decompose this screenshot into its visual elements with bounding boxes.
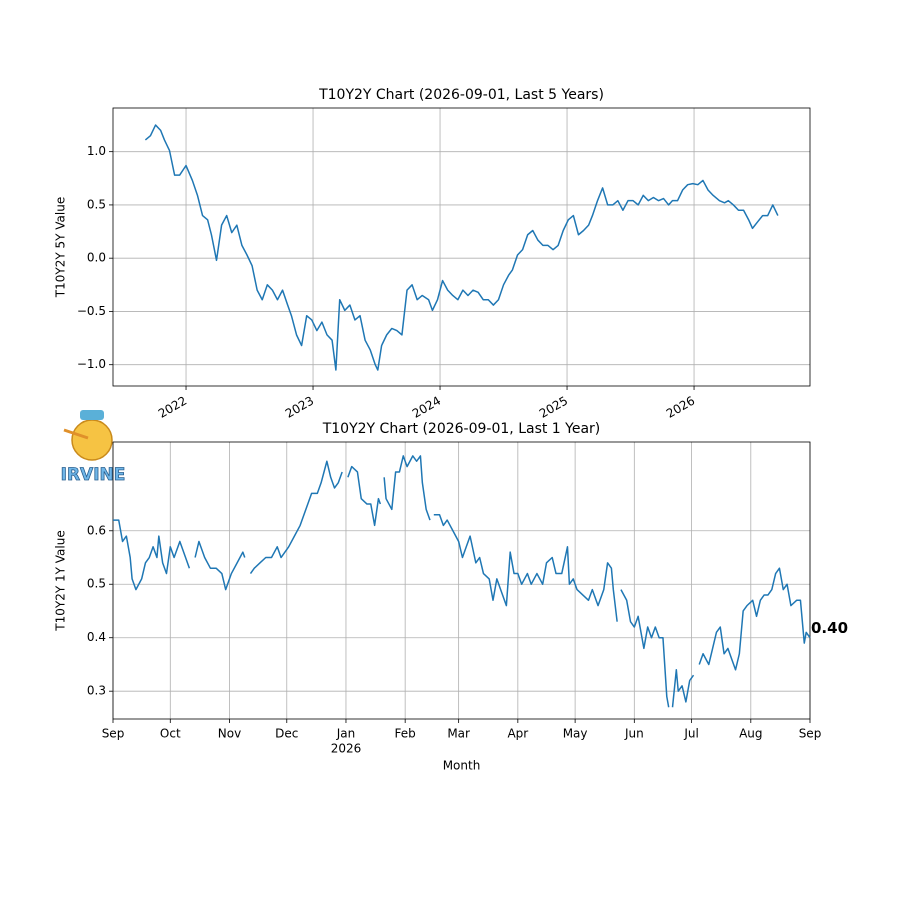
x-tick-label: May bbox=[563, 727, 588, 741]
x-tick-secondary-label: 2026 bbox=[331, 742, 362, 756]
chart-title: T10Y2Y Chart (2026-09-01, Last 5 Years) bbox=[318, 87, 604, 103]
x-tick-label: Aug bbox=[739, 727, 762, 741]
x-tick-label: Sep bbox=[102, 727, 125, 741]
logo-face bbox=[71, 419, 113, 461]
y-axis-label: T10Y2Y 1Y Value bbox=[54, 530, 68, 631]
y-tick-label: −1.0 bbox=[77, 357, 106, 371]
y-axis-label: T10Y2Y 5Y Value bbox=[54, 197, 68, 298]
logo-text: IRVINE bbox=[61, 465, 126, 485]
data-line bbox=[144, 124, 779, 371]
plot-frame bbox=[112, 441, 811, 720]
y-tick-label: −0.5 bbox=[77, 304, 106, 318]
axes: 0.3 0.4 0.5 0.6 Sep Oct Nov Dec Jan Feb Mar Apr May J… bbox=[54, 421, 849, 773]
x-tick-label: Dec bbox=[275, 727, 298, 741]
x-tick-label: Apr bbox=[507, 727, 528, 741]
x-axis-label: Month bbox=[443, 759, 481, 773]
plot-frame bbox=[112, 107, 811, 387]
y-tick-label: 1.0 bbox=[87, 144, 106, 158]
y-tick-label: 0.5 bbox=[87, 197, 106, 211]
chart-title: T10Y2Y Chart (2026-09-01, Last 1 Year) bbox=[322, 421, 601, 437]
annotation: 0.40 bbox=[811, 619, 848, 637]
x-tick-label: Feb bbox=[395, 727, 416, 741]
logo: IRVINE bbox=[60, 410, 126, 485]
y-tick-label: 0.6 bbox=[87, 523, 106, 537]
logo-nose bbox=[63, 428, 89, 440]
x-tick-label: Nov bbox=[218, 727, 241, 741]
data-line bbox=[113, 455, 811, 708]
x-tick-label: Jun bbox=[624, 727, 644, 741]
x-tick-label: Mar bbox=[447, 727, 470, 741]
y-tick-label: 0.5 bbox=[87, 577, 106, 591]
logo-hat bbox=[80, 410, 104, 420]
y-tick-label: 0.4 bbox=[87, 630, 106, 644]
x-tick-label: Jan bbox=[336, 727, 356, 741]
x-tick-label: Jul bbox=[683, 727, 698, 741]
x-tick-label: Sep bbox=[799, 727, 822, 741]
y-tick-label: 0.3 bbox=[87, 684, 106, 698]
x-tick-label: Oct bbox=[160, 727, 181, 741]
y-tick-label: 0.0 bbox=[87, 251, 106, 265]
